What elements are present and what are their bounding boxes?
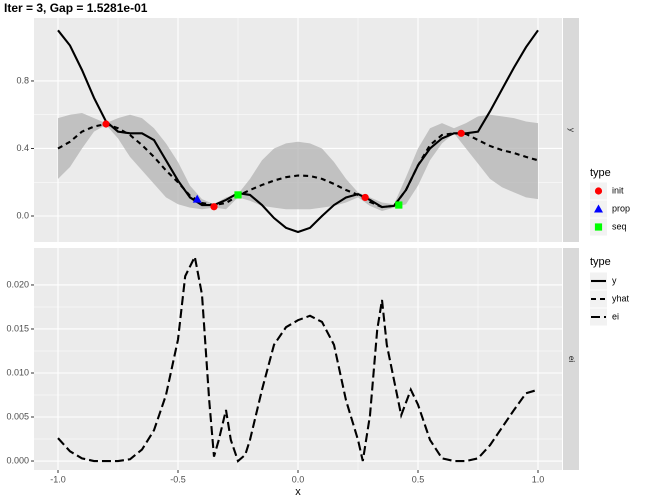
series-line <box>57 253 539 463</box>
data-point <box>210 203 218 211</box>
strip-label: ei <box>567 356 576 362</box>
confidence-band <box>58 113 538 211</box>
legend-label: yhat <box>612 293 630 303</box>
x-tick-label: 0.5 <box>412 474 425 484</box>
y-tick-label: 0.020 <box>6 279 29 289</box>
legend-label: y <box>612 275 617 285</box>
data-point <box>395 201 403 209</box>
chart-title: Iter = 3, Gap = 1.5281e-01 <box>4 1 148 15</box>
legend-symbol <box>594 223 603 231</box>
legend-title: type <box>590 167 611 179</box>
legend-symbol <box>594 187 603 195</box>
strip-background <box>563 248 579 470</box>
y-tick-label: 0.000 <box>6 455 29 465</box>
legend-title: type <box>590 256 611 268</box>
data-point <box>361 193 369 202</box>
x-tick-label: -1.0 <box>50 474 66 484</box>
data-point <box>192 194 202 203</box>
y-tick-label: 0.005 <box>6 411 29 421</box>
y-tick-label: 0.010 <box>6 367 29 377</box>
data-point <box>102 120 110 128</box>
y-tick-label: 0.4 <box>16 143 29 153</box>
legend-label: seq <box>612 221 627 231</box>
x-tick-label: 1.0 <box>532 474 545 484</box>
legend-label: ei <box>612 311 619 321</box>
x-axis-title: x <box>295 486 301 498</box>
strip-background <box>563 18 579 242</box>
data-point <box>457 129 465 137</box>
y-tick-label: 0.0 <box>16 210 29 220</box>
legend-key <box>590 290 607 308</box>
y-tick-label: 0.015 <box>6 323 29 333</box>
x-tick-label: -0.5 <box>170 474 186 484</box>
legend-label: init <box>612 185 624 195</box>
legend-symbol <box>594 204 603 213</box>
strip-label: y <box>567 128 576 132</box>
x-tick-label: 0.0 <box>292 474 305 484</box>
legend-label: prop <box>612 203 630 213</box>
y-tick-label: 0.8 <box>16 75 29 85</box>
data-point <box>234 191 242 199</box>
